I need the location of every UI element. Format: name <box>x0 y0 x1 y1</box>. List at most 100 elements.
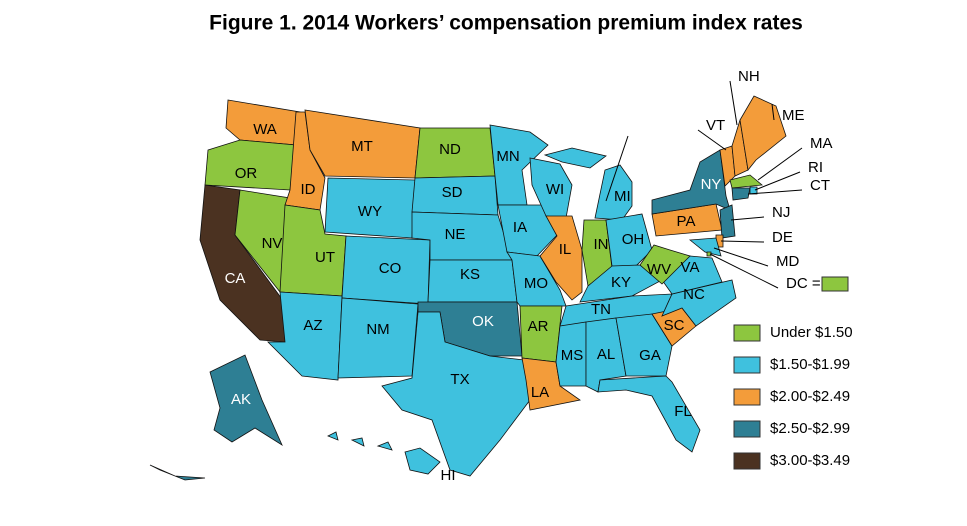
state-label: NY <box>701 176 722 193</box>
state-label: AR <box>528 318 549 335</box>
state-label: RI <box>808 159 823 176</box>
state-label: DC = <box>786 275 821 292</box>
state-label: MD <box>776 253 799 270</box>
state-label: WA <box>253 121 277 138</box>
state-label: MN <box>496 148 519 165</box>
state <box>539 215 583 301</box>
state <box>651 149 731 215</box>
state-label: IN <box>594 236 609 253</box>
state-label: SD <box>442 184 463 201</box>
leader-line <box>713 247 769 267</box>
legend-swatch <box>733 452 761 470</box>
state-label: ND <box>439 141 461 158</box>
legend-swatch <box>733 388 761 406</box>
state <box>489 124 549 206</box>
state-label: NE <box>445 226 466 243</box>
state-label: UT <box>315 249 335 266</box>
state-label: OR <box>235 165 258 182</box>
state <box>497 204 558 257</box>
state <box>615 313 673 377</box>
state <box>376 441 393 451</box>
state-label: TX <box>450 371 469 388</box>
state <box>381 311 531 477</box>
state <box>209 354 283 447</box>
state-label: SC <box>664 317 685 334</box>
leader-line <box>771 103 775 121</box>
state-label: AL <box>597 346 615 363</box>
state-label: DE <box>772 229 793 246</box>
state-label: NC <box>683 286 705 303</box>
state <box>304 109 421 179</box>
state-label: HI <box>441 467 456 484</box>
state-label: CT <box>810 177 830 194</box>
state-label: LA <box>531 384 549 401</box>
state-label: CO <box>379 260 402 277</box>
map-title: Figure 1. 2014 Workers’ compensation pre… <box>209 12 803 35</box>
state <box>543 147 607 169</box>
state <box>327 431 339 441</box>
state-label: MI <box>614 188 631 205</box>
labels: WA OR CA NV ID MT WY UT CO AZ NM ND SD NE KS OK TX MN IA MO… <box>225 68 849 484</box>
leader-line <box>730 216 765 221</box>
state-label: ID <box>301 181 316 198</box>
state-label: WY <box>358 203 382 220</box>
legend-label: $1.50-$1.99 <box>770 356 850 373</box>
state <box>688 237 722 257</box>
state <box>597 375 701 453</box>
legend: Under $1.50 $1.50-$1.99 $2.00-$2.49 $2.50-$… <box>733 324 853 470</box>
state-label: KY <box>611 274 631 291</box>
state-label: KS <box>460 266 480 283</box>
state-label: VA <box>681 259 700 276</box>
state-label: WI <box>546 181 564 198</box>
state-label: MA <box>810 135 833 152</box>
state <box>555 321 587 387</box>
legend-label: Under $1.50 <box>770 324 853 341</box>
state <box>749 186 758 195</box>
states <box>149 95 787 481</box>
state <box>267 291 343 381</box>
state-label: AK <box>231 391 251 408</box>
legend-label: $2.50-$2.99 <box>770 420 850 437</box>
state-label: MO <box>524 275 548 292</box>
state-label: TN <box>591 301 611 318</box>
leader-line <box>697 129 727 151</box>
state-label: NM <box>366 321 389 338</box>
state <box>404 447 441 475</box>
state <box>350 437 365 447</box>
legend-swatch <box>733 324 761 342</box>
legend-swatch <box>733 420 761 438</box>
state-label: ME <box>782 107 805 124</box>
state-label: FL <box>674 403 692 420</box>
state <box>706 251 712 257</box>
state <box>337 297 419 379</box>
leader-line <box>729 80 738 126</box>
state-label: PA <box>677 213 696 230</box>
state-label: OH <box>622 231 645 248</box>
state-label: OK <box>472 313 494 330</box>
state-label: NH <box>738 68 760 85</box>
leader-line <box>709 253 779 289</box>
dc-swatch <box>821 276 849 292</box>
leader-line <box>754 171 801 191</box>
leader-line <box>757 147 803 181</box>
state-label: CA <box>225 270 246 287</box>
state <box>149 464 206 481</box>
state <box>739 95 787 171</box>
state-label: VT <box>706 117 725 134</box>
state-label: MS <box>561 347 584 364</box>
legend-label: $2.00-$2.49 <box>770 388 850 405</box>
state-label: NJ <box>772 204 790 221</box>
legend-swatch <box>733 356 761 374</box>
leader-line <box>720 240 765 243</box>
leader-line <box>747 189 803 195</box>
state-label: IL <box>559 241 572 258</box>
state <box>729 174 763 189</box>
legend-label: $3.00-$3.49 <box>770 452 850 469</box>
state-label: WV <box>647 261 671 278</box>
leader-line <box>605 135 629 202</box>
state <box>639 244 691 285</box>
state-label: AZ <box>303 317 322 334</box>
state <box>731 187 751 201</box>
state <box>605 213 653 271</box>
